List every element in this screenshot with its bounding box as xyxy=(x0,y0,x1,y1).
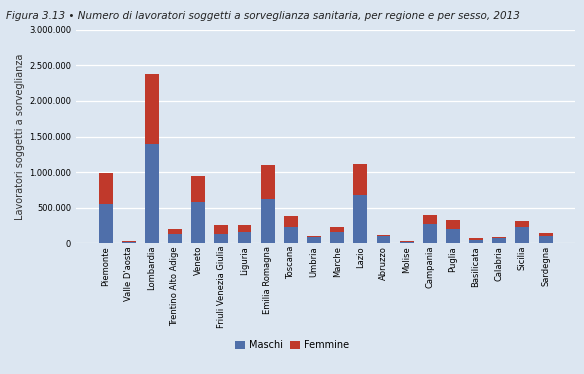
Bar xyxy=(516,227,529,243)
Bar xyxy=(330,227,344,233)
Bar xyxy=(446,229,460,243)
Bar xyxy=(307,236,321,237)
Bar xyxy=(99,173,113,204)
Bar xyxy=(492,237,506,239)
Legend: Maschi, Femmine: Maschi, Femmine xyxy=(231,336,353,354)
Bar xyxy=(330,233,344,243)
Y-axis label: Lavoratori soggetti a sorveglianza: Lavoratori soggetti a sorveglianza xyxy=(15,53,25,220)
Bar xyxy=(214,225,228,234)
Bar xyxy=(492,239,506,243)
Bar xyxy=(145,74,159,144)
Bar xyxy=(469,239,483,240)
Bar xyxy=(214,234,228,243)
Bar xyxy=(168,234,182,243)
Bar xyxy=(191,176,205,202)
Bar xyxy=(423,215,437,224)
Bar xyxy=(99,204,113,243)
Bar xyxy=(168,229,182,234)
Text: Figura 3.13 • Numero di lavoratori soggetti a sorveglianza sanitaria, per region: Figura 3.13 • Numero di lavoratori sogge… xyxy=(6,11,520,21)
Bar xyxy=(145,144,159,243)
Bar xyxy=(377,236,391,243)
Bar xyxy=(307,237,321,243)
Bar xyxy=(353,196,367,243)
Bar xyxy=(191,202,205,243)
Bar xyxy=(284,216,298,227)
Bar xyxy=(377,234,391,236)
Bar xyxy=(122,242,135,243)
Bar xyxy=(353,163,367,196)
Bar xyxy=(446,220,460,229)
Bar xyxy=(238,225,252,233)
Bar xyxy=(260,165,274,199)
Bar xyxy=(260,199,274,243)
Bar xyxy=(516,221,529,227)
Bar xyxy=(399,242,413,243)
Bar xyxy=(538,233,552,236)
Bar xyxy=(399,241,413,242)
Bar xyxy=(469,240,483,243)
Bar xyxy=(284,227,298,243)
Bar xyxy=(122,240,135,242)
Bar xyxy=(423,224,437,243)
Bar xyxy=(238,233,252,243)
Bar xyxy=(538,236,552,243)
